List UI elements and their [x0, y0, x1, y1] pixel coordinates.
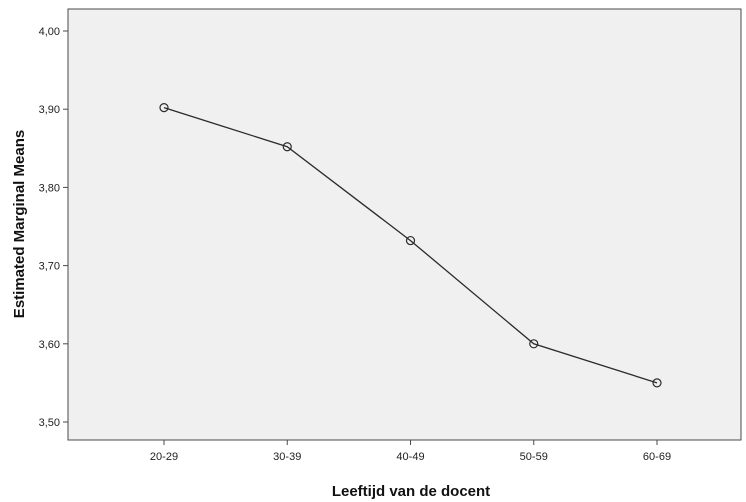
- x-tick-label: 50-59: [520, 451, 548, 463]
- series-line: [163, 107, 658, 384]
- y-axis-title: Estimated Marginal Means: [11, 130, 28, 318]
- x-tick-label: 20-29: [150, 451, 178, 463]
- data-point: [282, 142, 292, 152]
- x-tick-label: 60-69: [643, 451, 671, 463]
- y-tick-label: 3,80: [39, 182, 60, 194]
- y-tick-label: 3,90: [39, 104, 60, 116]
- x-tick-label: 30-39: [273, 451, 301, 463]
- data-point: [529, 339, 539, 349]
- y-tick-label: 3,50: [39, 417, 60, 429]
- data-point: [652, 378, 662, 388]
- x-axis: 20-29 30-39 40-49 50-59 60-69: [150, 440, 671, 463]
- data-point: [405, 235, 416, 246]
- data-point: [159, 103, 169, 113]
- series-layer: [159, 103, 662, 388]
- y-tick-label: 3,60: [39, 339, 60, 351]
- y-axis: 3,50 3,60 3,70 3,80 3,90 4,00: [39, 26, 68, 429]
- x-tick-label: 40-49: [396, 451, 424, 463]
- x-axis-title: Leeftijd van de docent: [332, 483, 490, 500]
- y-tick-label: 3,70: [39, 261, 60, 273]
- y-tick-label: 4,00: [39, 26, 60, 38]
- plot-area: [67, 8, 742, 441]
